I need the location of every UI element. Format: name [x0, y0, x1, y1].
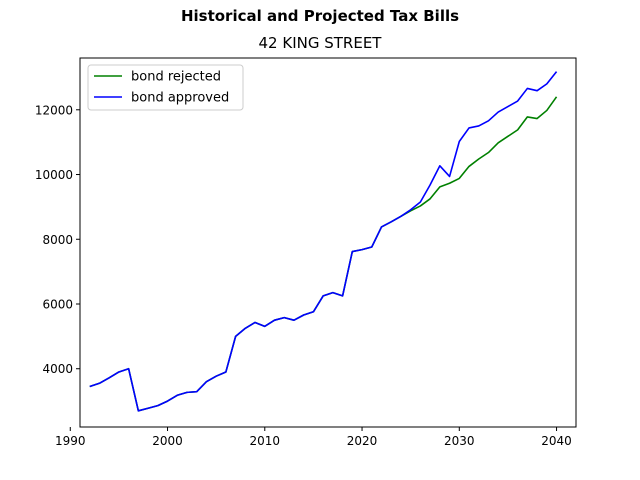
y-tick-label: 8000 [42, 233, 73, 247]
x-tick-label: 1990 [55, 434, 86, 448]
series-line-bond-approved [89, 71, 558, 412]
series-layer [89, 71, 558, 412]
y-tick-label: 6000 [42, 298, 73, 312]
y-axis: 4000 6000 8000 10000 12000 [35, 103, 80, 376]
y-tick-label: 4000 [42, 362, 73, 376]
x-tick-label: 2040 [541, 434, 572, 448]
legend-label: bond rejected [131, 70, 221, 85]
plot-frame [79, 57, 577, 428]
x-tick-label: 2020 [347, 434, 378, 448]
x-tick-label: 2000 [152, 434, 183, 448]
x-tick-label: 2030 [444, 434, 475, 448]
legend: bond rejected bond approved [87, 64, 244, 111]
legend-label: bond approved [131, 91, 229, 106]
y-tick-label: 10000 [35, 168, 73, 182]
x-axis: 1990 2000 2010 2020 2030 2040 [55, 427, 572, 448]
chart-title: Historical and Projected Tax Bills [180, 7, 460, 25]
chart-subtitle: 42 KING STREET [258, 34, 382, 52]
plot-area [80, 58, 576, 427]
legend-box [87, 64, 244, 111]
x-tick-label: 2010 [250, 434, 281, 448]
y-tick-label: 12000 [35, 103, 73, 117]
